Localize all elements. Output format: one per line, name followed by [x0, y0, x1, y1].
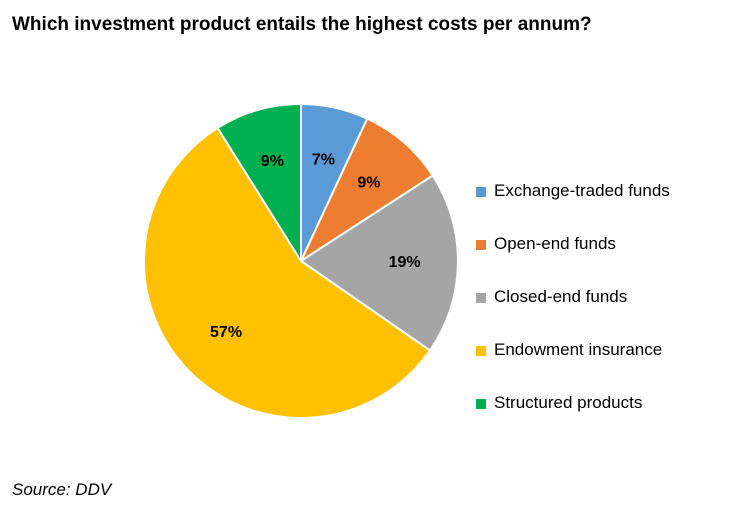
legend-swatch: [476, 187, 486, 197]
legend-item-endowment-insurance: Endowment insurance: [476, 337, 726, 390]
pie-slice-structured-products: [216, 103, 302, 262]
chart-title: Which investment product entails the hig…: [12, 14, 592, 35]
legend-swatch: [476, 293, 486, 303]
pie-slice-open-end-funds: [300, 117, 434, 262]
legend: Exchange-traded funds Open-end funds Clo…: [476, 178, 726, 443]
slice-value-label: 7%: [312, 151, 335, 168]
slice-value-label: 57%: [210, 324, 242, 341]
pie-slice-closed-end-funds: [300, 174, 459, 352]
legend-label: Exchange-traded funds: [494, 181, 670, 200]
legend-label: Endowment insurance: [494, 340, 663, 359]
slice-value-label: 9%: [357, 174, 380, 191]
legend-swatch: [476, 399, 486, 409]
legend-item-structured-products: Structured products: [476, 390, 726, 443]
legend-swatch: [476, 346, 486, 356]
source-note: Source: DDV: [12, 480, 112, 499]
pie-value-labels: 7% 9% 19% 57% 9%: [210, 151, 421, 341]
legend-item-exchange-traded-funds: Exchange-traded funds: [476, 178, 726, 231]
slice-value-label: 19%: [389, 254, 421, 271]
legend-item-closed-end-funds: Closed-end funds: [476, 284, 726, 337]
legend-swatch: [476, 240, 486, 250]
slice-value-label: 9%: [261, 153, 284, 170]
legend-label: Closed-end funds: [494, 287, 628, 306]
pie-slice-endowment-insurance: [143, 126, 431, 419]
legend-item-open-end-funds: Open-end funds: [476, 231, 726, 284]
pie-slices: [143, 103, 459, 419]
legend-label: Structured products: [494, 393, 643, 412]
legend-label: Open-end funds: [494, 234, 616, 253]
